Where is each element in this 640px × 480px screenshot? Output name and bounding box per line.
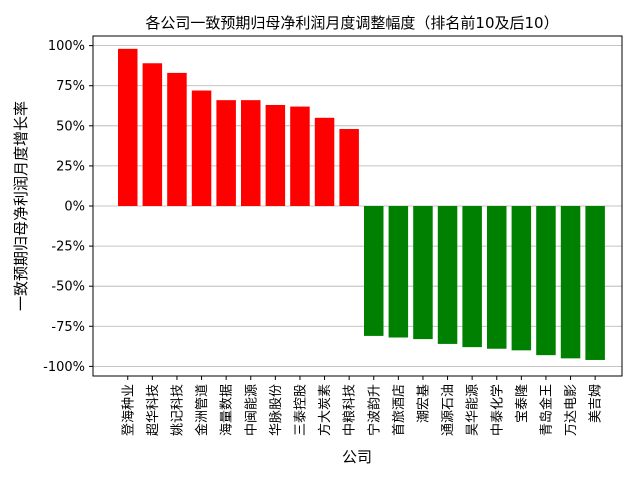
bar <box>462 206 482 348</box>
bar <box>487 206 507 349</box>
bar <box>142 63 163 206</box>
x-tick-label: 万达电影 <box>564 384 579 436</box>
y-tick-label: 75% <box>56 79 85 94</box>
bar <box>364 206 384 336</box>
y-tick-label: -100% <box>43 360 85 375</box>
y-tick-label: 50% <box>56 119 85 134</box>
bar <box>241 100 261 206</box>
bars <box>118 48 605 360</box>
bar <box>560 206 581 359</box>
chart-title: 各公司一致预期归母净利润月度调整幅度（排名前10及后10） <box>145 14 558 32</box>
bar <box>167 72 187 206</box>
x-axis-ticks: 登海种业 超华科技 姚记科技 金洲管道 海量数据 中闽能源 华脉股份 三泰控股 方大炭素 中粮科技… <box>121 376 604 436</box>
bar <box>437 206 458 344</box>
y-tick-label: -25% <box>51 240 85 255</box>
y-axis-label: 一致预期归母净利润月度增长率 <box>12 101 30 311</box>
x-tick-label: 姚记科技 <box>170 384 185 436</box>
x-tick-label: 金洲管道 <box>194 384 210 436</box>
x-tick-label: 方大炭素 <box>317 384 333 436</box>
x-tick-label: 三泰控股 <box>293 384 308 436</box>
bar <box>388 206 409 338</box>
x-tick-label: 宝泰隆 <box>515 384 530 423</box>
x-tick-label: 通源石油 <box>441 384 456 436</box>
y-tick-label: 100% <box>48 39 85 54</box>
x-tick-label: 昊华能源 <box>466 384 481 436</box>
y-tick-label: -75% <box>51 320 85 335</box>
bar <box>585 206 605 360</box>
x-tick-label: 中粮科技 <box>343 384 358 436</box>
x-tick-label: 首旅酒店 <box>392 384 407 436</box>
x-tick-label: 潮宏基 <box>416 384 431 423</box>
bar <box>265 104 286 206</box>
y-tick-label: 25% <box>56 159 85 174</box>
y-tick-label: -50% <box>51 280 85 295</box>
bar <box>118 48 138 207</box>
x-tick-label: 中闽能源 <box>244 384 259 436</box>
x-axis-label: 公司 <box>342 448 372 466</box>
x-tick-label: 宁波韵升 <box>366 384 382 436</box>
bar <box>191 90 212 206</box>
x-tick-label: 海量数据 <box>220 384 235 436</box>
x-tick-label: 登海种业 <box>121 384 136 436</box>
x-tick-label: 美吉姆 <box>589 384 604 423</box>
bar <box>216 100 236 206</box>
bar <box>290 106 310 206</box>
bar <box>536 206 556 356</box>
bar <box>413 206 433 340</box>
bar <box>511 206 532 351</box>
x-tick-label: 华脉股份 <box>269 384 284 436</box>
x-tick-label: 青岛金王 <box>538 384 554 436</box>
y-tick-label: 0% <box>64 200 85 215</box>
x-tick-label: 超华科技 <box>146 384 161 436</box>
bar <box>339 129 359 206</box>
x-tick-label: 中泰化学 <box>489 384 505 436</box>
y-axis-ticks: 100% 75% 50% 25% 0% -25% -50% -75% -100% <box>43 39 93 375</box>
bar <box>314 117 335 206</box>
